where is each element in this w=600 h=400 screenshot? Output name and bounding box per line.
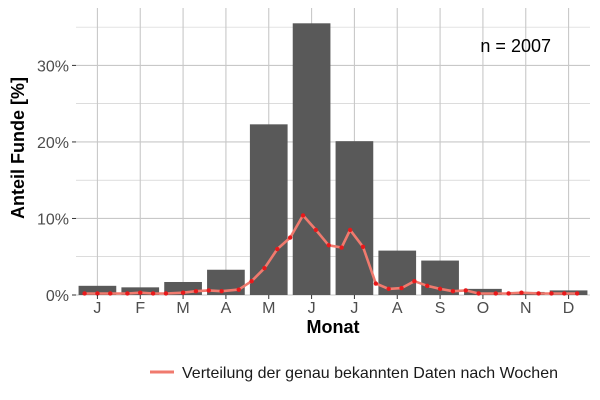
data-point xyxy=(463,288,468,293)
data-point xyxy=(386,286,391,292)
data-point xyxy=(275,246,280,252)
x-tick-label: D xyxy=(563,300,575,317)
x-tick-label: M xyxy=(176,300,189,317)
data-point xyxy=(313,227,319,233)
x-tick-label: N xyxy=(520,300,532,317)
data-point xyxy=(180,290,186,295)
data-point xyxy=(574,291,580,296)
series-line xyxy=(83,214,579,295)
legend: Verteilung der genau bekannten Daten nac… xyxy=(150,365,558,382)
data-point xyxy=(206,288,211,293)
data-point xyxy=(399,285,404,291)
data-point xyxy=(536,291,541,296)
x-tick-label: A xyxy=(221,300,232,317)
data-point xyxy=(326,243,331,248)
data-point xyxy=(125,291,130,296)
data-point xyxy=(150,291,156,296)
data-point xyxy=(519,290,524,295)
data-point xyxy=(193,288,199,294)
data-point xyxy=(236,287,241,292)
x-tick-label: A xyxy=(392,300,403,317)
bar xyxy=(249,124,288,296)
data-point xyxy=(300,213,306,218)
y-tick-label: 20% xyxy=(37,135,69,152)
data-point xyxy=(219,288,224,294)
bar xyxy=(292,23,331,295)
x-tick-label: J xyxy=(308,300,316,317)
data-point xyxy=(249,279,254,284)
line-layer xyxy=(82,213,580,296)
y-tick-label: 10% xyxy=(37,211,69,228)
x-tick-label: F xyxy=(135,300,145,317)
data-point xyxy=(262,266,267,271)
data-point xyxy=(339,245,344,250)
x-tick-label: J xyxy=(93,300,101,317)
data-point xyxy=(476,291,481,296)
data-point xyxy=(412,279,417,284)
x-axis-title: Monat xyxy=(307,317,360,337)
data-point xyxy=(425,283,430,289)
data-point xyxy=(138,290,143,295)
data-point xyxy=(108,291,113,296)
data-point xyxy=(493,291,498,296)
data-point xyxy=(506,291,511,296)
y-tick-label: 30% xyxy=(37,58,69,75)
data-point xyxy=(373,281,379,286)
x-tick-label: J xyxy=(350,300,358,317)
data-point xyxy=(450,288,456,294)
data-point xyxy=(287,235,293,240)
x-tick-label: S xyxy=(435,300,446,317)
data-point xyxy=(95,291,100,296)
data-point xyxy=(163,291,169,296)
y-axis-title: Anteil Funde [%] xyxy=(8,77,28,219)
data-point xyxy=(562,291,567,296)
data-point xyxy=(347,227,353,233)
bar xyxy=(78,285,117,295)
data-point xyxy=(360,244,366,249)
tick-layer: 0% 10% 20% 30% J F M A M J J A S O N D xyxy=(37,58,574,317)
bar xyxy=(335,141,374,295)
data-point xyxy=(549,291,554,296)
data-point xyxy=(82,291,87,296)
x-tick-label: M xyxy=(262,300,275,317)
sample-size-annotation: n = 2007 xyxy=(480,36,551,56)
x-tick-label: O xyxy=(477,300,489,317)
bar xyxy=(464,288,502,295)
bar-layer xyxy=(78,23,588,296)
y-tick-label: 0% xyxy=(46,288,69,305)
data-point xyxy=(437,286,443,292)
legend-label: Verteilung der genau bekannten Daten nac… xyxy=(182,365,558,382)
